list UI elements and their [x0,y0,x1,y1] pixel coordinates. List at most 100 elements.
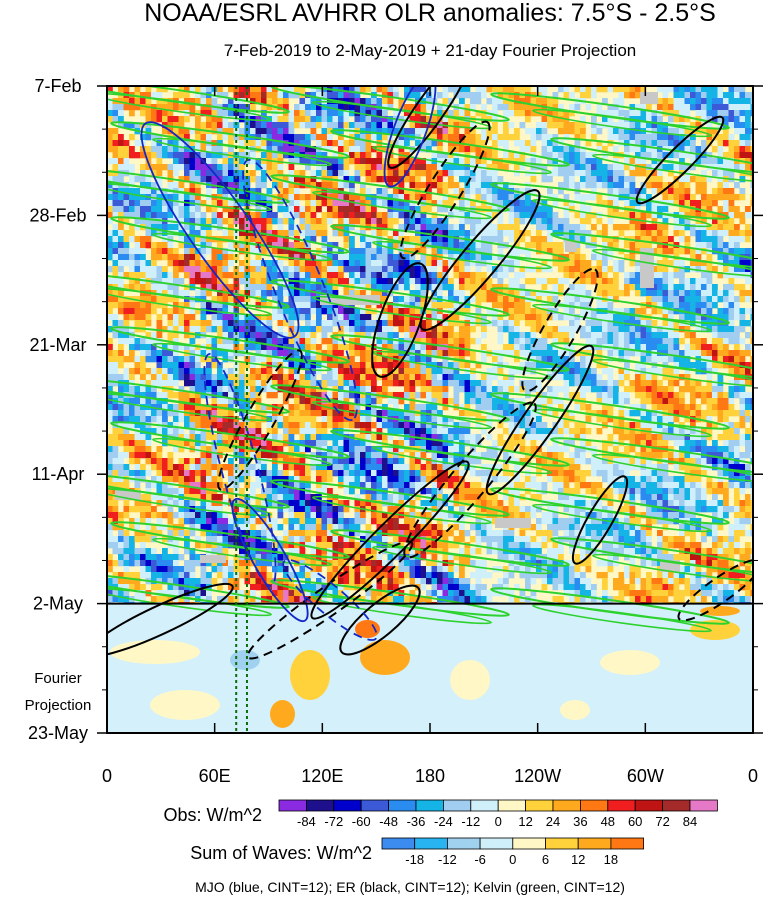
obs-anomaly-cell [706,302,713,309]
obs-anomaly-cell [360,86,366,93]
obs-anomaly-cell [288,362,295,369]
obs-anomaly-cell [316,254,322,261]
obs-anomaly-cell [668,338,674,345]
obs-anomaly-cell [728,248,735,255]
obs-anomaly-cell [178,158,185,165]
obs-anomaly-cell [387,302,394,309]
obs-anomaly-cell [536,320,542,327]
obs-anomaly-cell [657,140,663,147]
obs-anomaly-cell [530,308,537,315]
obs-anomaly-cell [431,152,438,159]
obs-anomaly-cell [464,254,471,261]
obs-anomaly-cell [486,278,493,285]
obs-anomaly-cell [492,194,498,201]
obs-anomaly-cell [508,338,515,345]
obs-anomaly-cell [624,140,630,147]
obs-anomaly-cell [305,356,311,363]
obs-anomaly-cell [717,146,724,153]
obs-anomaly-cell [673,188,680,195]
obs-anomaly-cell [140,182,146,189]
obs-anomaly-cell [118,338,124,345]
obs-anomaly-cell [640,374,647,381]
obs-anomaly-cell [371,86,377,93]
obs-anomaly-cell [420,260,427,267]
obs-anomaly-cell [563,254,570,261]
obs-anomaly-cell [409,116,416,123]
obs-anomaly-cell [596,314,603,321]
obs-anomaly-cell [580,212,586,219]
obs-anomaly-cell [310,206,317,213]
obs-anomaly-cell [437,200,443,207]
obs-anomaly-cell [728,104,735,111]
obs-anomaly-cell [662,320,669,327]
obs-anomaly-cell [189,176,196,183]
obs-anomaly-cell [167,314,174,321]
obs-anomaly-cell [558,332,564,339]
obs-anomaly-cell [541,98,548,105]
obs-anomaly-cell [734,296,740,303]
obs-anomaly-cell [613,182,619,189]
obs-anomaly-cell [569,206,575,213]
obs-anomaly-cell [690,194,696,201]
obs-anomaly-cell [107,86,113,93]
obs-anomaly-cell [525,104,531,111]
obs-anomaly-cell [228,368,234,375]
obs-anomaly-cell [261,344,267,351]
obs-anomaly-cell [657,86,663,93]
obs-anomaly-cell [728,326,735,333]
obs-anomaly-cell [442,134,449,141]
obs-anomaly-cell [206,368,212,375]
obs-anomaly-cell [706,296,713,303]
obs-anomaly-cell [470,290,476,297]
obs-anomaly-cell [123,200,130,207]
obs-anomaly-cell [200,212,207,219]
obs-anomaly-cell [299,146,306,153]
obs-anomaly-cell [145,242,152,249]
obs-anomaly-cell [277,122,284,129]
obs-anomaly-cell [167,224,174,231]
obs-anomaly-cell [371,266,377,273]
obs-anomaly-cell [140,254,146,261]
obs-anomaly-cell [404,332,410,339]
obs-anomaly-cell [475,290,482,297]
obs-anomaly-cell [206,188,212,195]
obs-anomaly-cell [283,128,289,135]
obs-anomaly-cell [134,266,141,273]
obs-anomaly-cell [690,230,696,237]
obs-anomaly-cell [349,158,355,165]
obs-anomaly-cell [294,86,300,93]
obs-anomaly-cell [635,278,641,285]
obs-anomaly-cell [470,284,476,291]
obs-anomaly-cell [321,134,328,141]
obs-anomaly-cell [503,92,509,99]
obs-anomaly-cell [327,116,333,123]
obs-anomaly-cell [250,158,256,165]
obs-anomaly-cell [657,176,663,183]
obs-anomaly-cell [739,284,746,291]
obs-anomaly-cell [728,296,735,303]
obs-anomaly-cell [107,314,113,321]
obs-anomaly-cell [365,350,372,357]
obs-anomaly-cell [332,278,339,285]
obs-anomaly-cell [288,260,295,267]
obs-anomaly-cell [354,212,361,219]
obs-anomaly-cell [640,236,647,243]
obs-anomaly-cell [519,122,526,129]
obs-anomaly-cell [327,122,333,129]
obs-anomaly-cell [244,86,251,93]
obs-anomaly-cell [706,92,713,99]
obs-anomaly-cell [338,176,344,183]
obs-anomaly-cell [404,254,410,261]
obs-anomaly-cell [189,362,196,369]
obs-anomaly-cell [376,116,383,123]
obs-anomaly-cell [706,104,713,111]
obs-anomaly-cell [107,146,113,153]
obs-anomaly-cell [184,302,190,309]
obs-anomaly-cell [167,260,174,267]
obs-anomaly-cell [420,182,427,189]
obs-anomaly-cell [299,386,306,393]
obs-anomaly-cell [684,296,691,303]
obs-anomaly-cell [305,272,311,279]
obs-anomaly-cell [365,236,372,243]
obs-anomaly-cell [338,278,344,285]
